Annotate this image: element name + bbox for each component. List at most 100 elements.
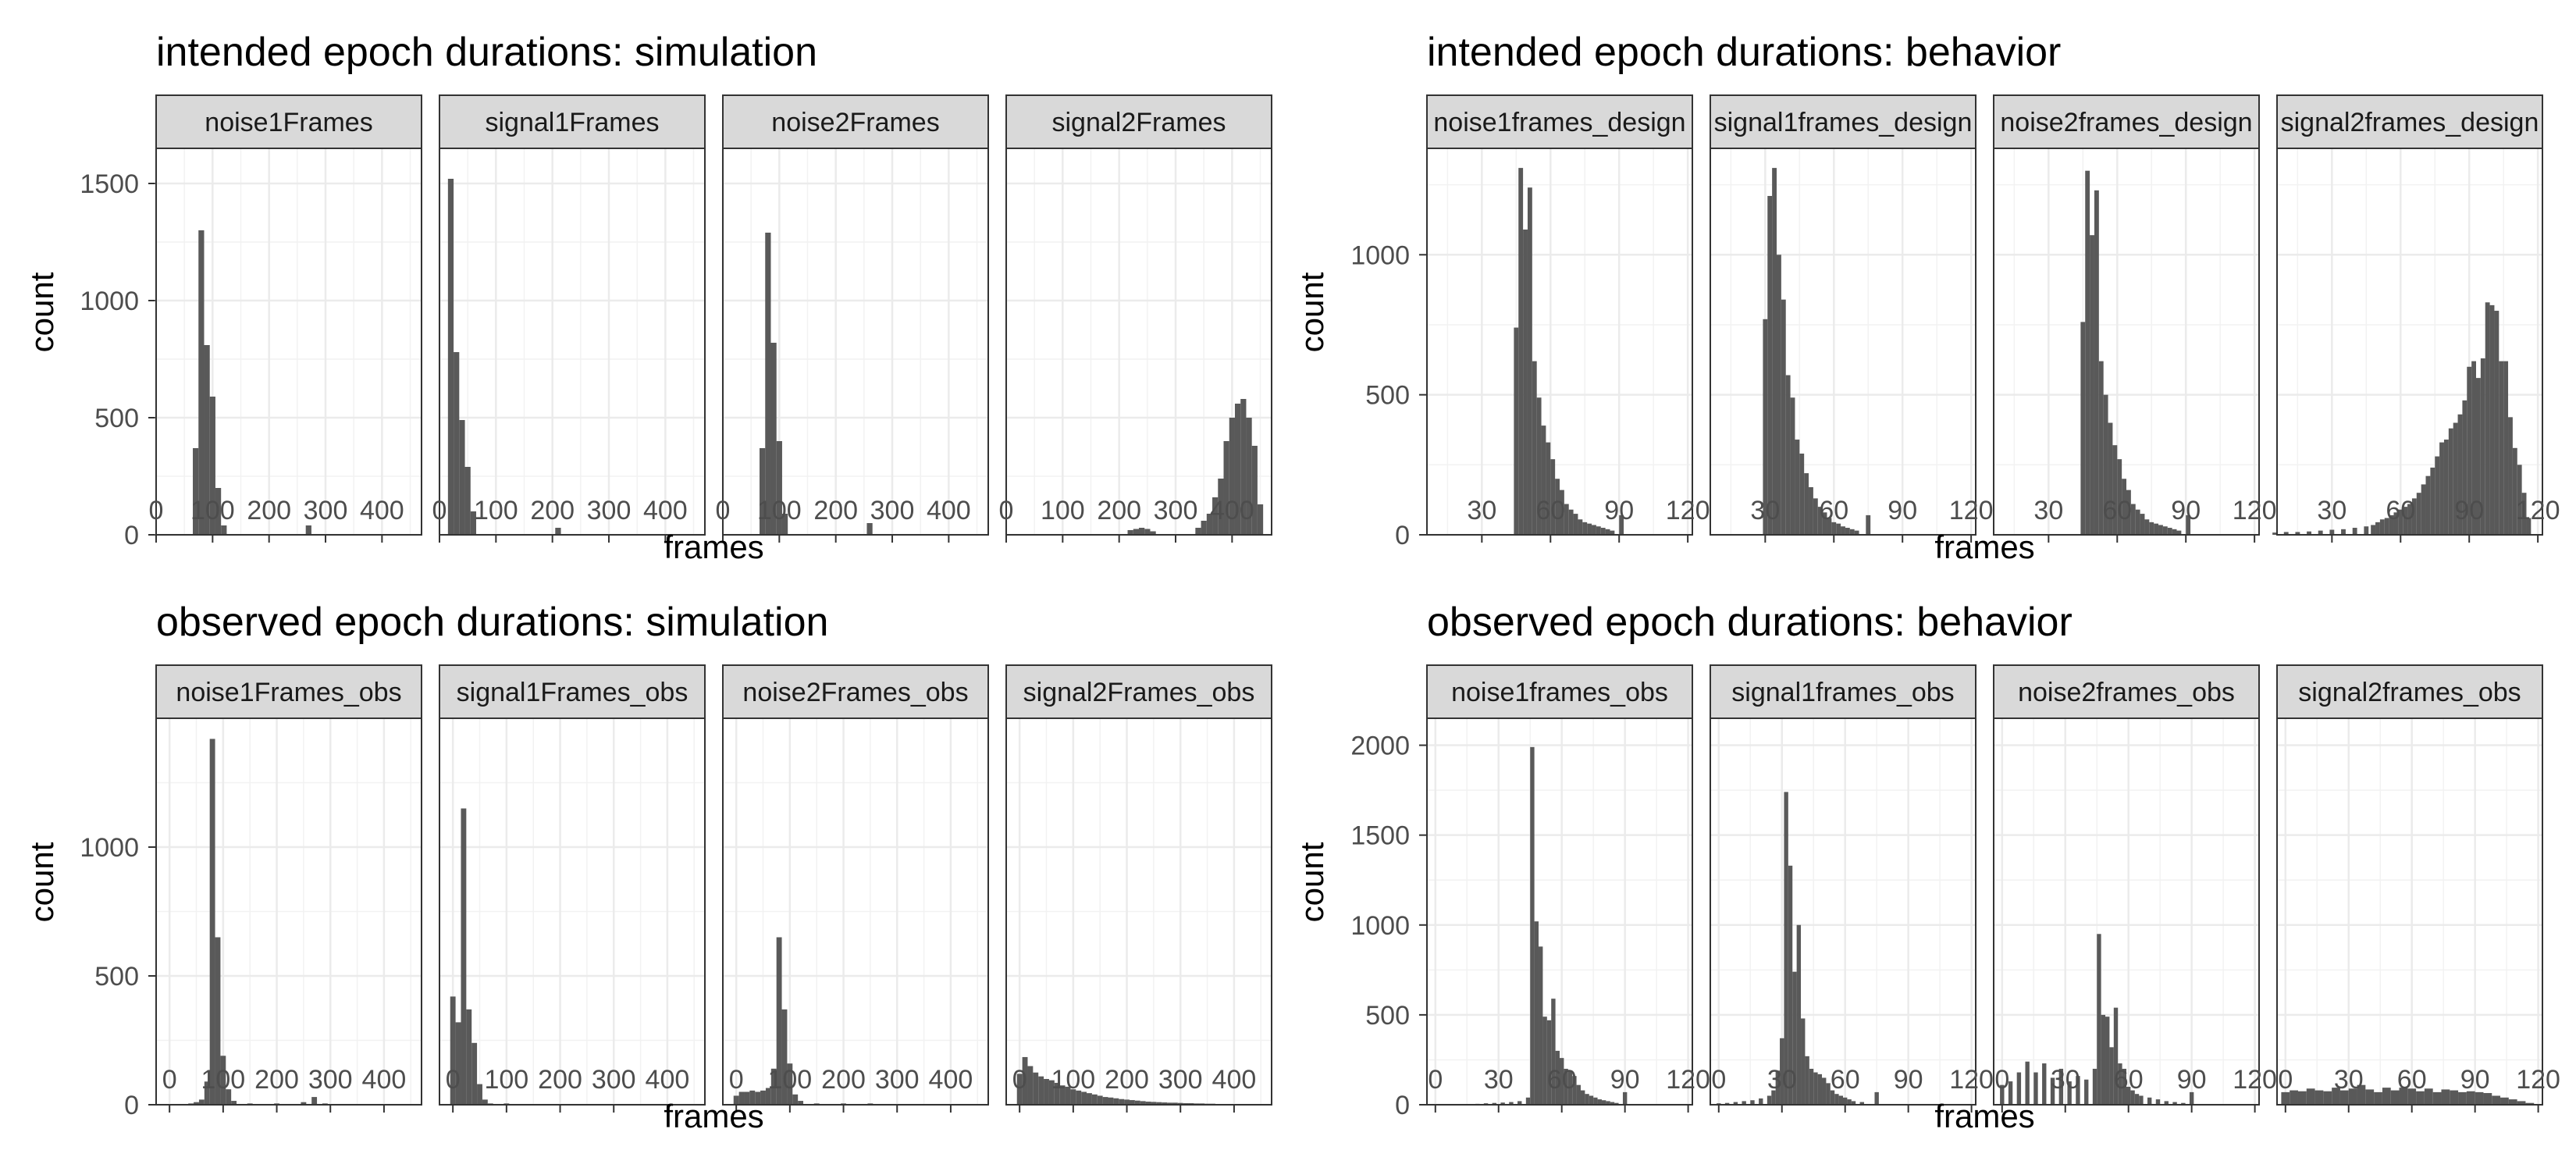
y-tick-label: 1000 bbox=[80, 287, 139, 316]
x-tick-label: 120 bbox=[1666, 496, 1710, 525]
histogram-bar bbox=[2164, 1101, 2169, 1105]
x-tick-label: 0 bbox=[1994, 1065, 2009, 1095]
panel-border bbox=[1710, 717, 1976, 1106]
histogram-bar bbox=[215, 488, 222, 535]
x-tick-label: 120 bbox=[2516, 1065, 2560, 1095]
histogram-bar bbox=[2508, 417, 2513, 535]
histogram-bar bbox=[2186, 515, 2191, 535]
facet-strip bbox=[439, 664, 706, 719]
histogram-bar bbox=[209, 397, 215, 535]
facet-strip bbox=[2276, 664, 2543, 719]
histogram-bar bbox=[450, 996, 456, 1105]
facet-strip bbox=[2276, 94, 2543, 149]
histogram-bar bbox=[1600, 528, 1606, 535]
histogram-bar bbox=[2500, 1097, 2509, 1105]
histogram-bar bbox=[1162, 1102, 1168, 1105]
histogram-bar bbox=[2407, 504, 2412, 535]
y-tick-label: 0 bbox=[1395, 1091, 1410, 1120]
chart-title: observed epoch durations: behavior bbox=[1427, 600, 2073, 645]
y-tick-label: 0 bbox=[124, 521, 139, 550]
histogram-bar bbox=[2126, 1086, 2131, 1105]
histogram-bar bbox=[1500, 1102, 1505, 1105]
panel-background bbox=[1710, 718, 1976, 1105]
histogram-bar bbox=[2162, 526, 2168, 535]
x-tick-label: 300 bbox=[1154, 496, 1198, 525]
x-tick-label: 200 bbox=[813, 496, 858, 525]
histogram-bar bbox=[2092, 1068, 2097, 1105]
facet-label: signal1frames_design bbox=[1714, 108, 1973, 137]
facet-label: signal2Frames_obs bbox=[1023, 678, 1255, 707]
histogram-bar bbox=[2365, 1089, 2375, 1105]
histogram-bar bbox=[1541, 425, 1546, 535]
x-tick-label: 0 bbox=[1428, 1065, 1443, 1095]
histogram-bar bbox=[1156, 1102, 1162, 1105]
histogram-bar bbox=[1733, 1102, 1738, 1105]
histogram-bar bbox=[2485, 302, 2490, 535]
histogram-bar bbox=[1578, 519, 1583, 535]
histogram-bar bbox=[1606, 1101, 1610, 1105]
histogram-bar bbox=[2341, 529, 2346, 535]
histogram-bar bbox=[1246, 418, 1252, 535]
histogram-bar bbox=[2158, 525, 2163, 535]
histogram-bar bbox=[1847, 1099, 1852, 1105]
histogram-bar bbox=[1817, 507, 1823, 535]
histogram-bar bbox=[1172, 1102, 1178, 1105]
histogram-bar bbox=[1790, 397, 1795, 535]
facet-panel: signal2Frames_obs 0 100 200 300 400 bbox=[1005, 664, 1272, 1113]
histogram-bar bbox=[1874, 1091, 1879, 1105]
histogram-bar bbox=[1580, 1090, 1585, 1105]
y-tick-label: 500 bbox=[1365, 1001, 1410, 1031]
histogram-bar bbox=[2411, 498, 2417, 535]
histogram-bar bbox=[1573, 514, 1578, 535]
histogram-bar bbox=[2475, 1091, 2484, 1105]
histogram-bar bbox=[1827, 518, 1832, 535]
histogram-bar bbox=[464, 467, 471, 535]
histogram-bar bbox=[1817, 1074, 1823, 1105]
histogram-bar bbox=[2364, 526, 2369, 535]
histogram-bar bbox=[2517, 465, 2522, 535]
x-tick-label: 100 bbox=[484, 1065, 528, 1095]
histogram-bar bbox=[1593, 1097, 1598, 1105]
histogram-bar bbox=[477, 1084, 482, 1105]
x-tick-label: 400 bbox=[362, 1065, 407, 1095]
x-tick-label: 90 bbox=[2177, 1065, 2207, 1095]
histogram-bar bbox=[1536, 397, 1542, 535]
histogram-bar bbox=[1841, 526, 1845, 535]
x-tick-label: 300 bbox=[870, 496, 915, 525]
y-axis-label: count bbox=[23, 842, 60, 922]
histogram-bar bbox=[2098, 361, 2104, 535]
histogram-bar bbox=[1102, 1097, 1108, 1105]
histogram-bar bbox=[1587, 523, 1592, 535]
histogram-bar bbox=[2176, 530, 2182, 535]
histogram-bar bbox=[1532, 361, 1537, 535]
histogram-bar bbox=[1576, 1084, 1581, 1105]
facet-strip bbox=[1426, 664, 1693, 719]
histogram-bar bbox=[2117, 459, 2122, 535]
x-tick-label: 90 bbox=[1610, 1065, 1640, 1095]
histogram-bar bbox=[311, 1097, 318, 1105]
histogram-bar bbox=[2374, 1091, 2382, 1105]
histogram-bar bbox=[1177, 1102, 1183, 1105]
histogram-bar bbox=[1059, 1085, 1066, 1105]
histogram-bar bbox=[1492, 1102, 1497, 1105]
x-tick-label: 300 bbox=[592, 1065, 636, 1095]
histogram-bar bbox=[1785, 375, 1791, 535]
histogram-bar bbox=[2483, 1093, 2492, 1105]
y-axis-label: count bbox=[1293, 842, 1330, 922]
histogram-bar bbox=[1525, 1097, 1531, 1105]
histogram-bar bbox=[2499, 361, 2504, 535]
chart-block-1: intended epoch durations: simulation 0 500… bbox=[23, 30, 1272, 565]
histogram-bar bbox=[1838, 1095, 1843, 1105]
histogram-bar bbox=[1772, 168, 1777, 535]
histogram-bar bbox=[2172, 529, 2177, 535]
histogram-bar bbox=[1622, 1091, 1628, 1105]
histogram-bar bbox=[1831, 522, 1837, 535]
y-tick-label: 0 bbox=[124, 1091, 139, 1120]
histogram-bar bbox=[2441, 1089, 2450, 1105]
histogram-bar bbox=[2443, 440, 2449, 535]
histogram-bar bbox=[733, 1095, 739, 1105]
histogram-bar bbox=[1555, 1050, 1560, 1105]
panel-background bbox=[1427, 718, 1692, 1105]
x-tick-label: 60 bbox=[1547, 1065, 1577, 1095]
histogram-bar bbox=[2462, 400, 2467, 535]
